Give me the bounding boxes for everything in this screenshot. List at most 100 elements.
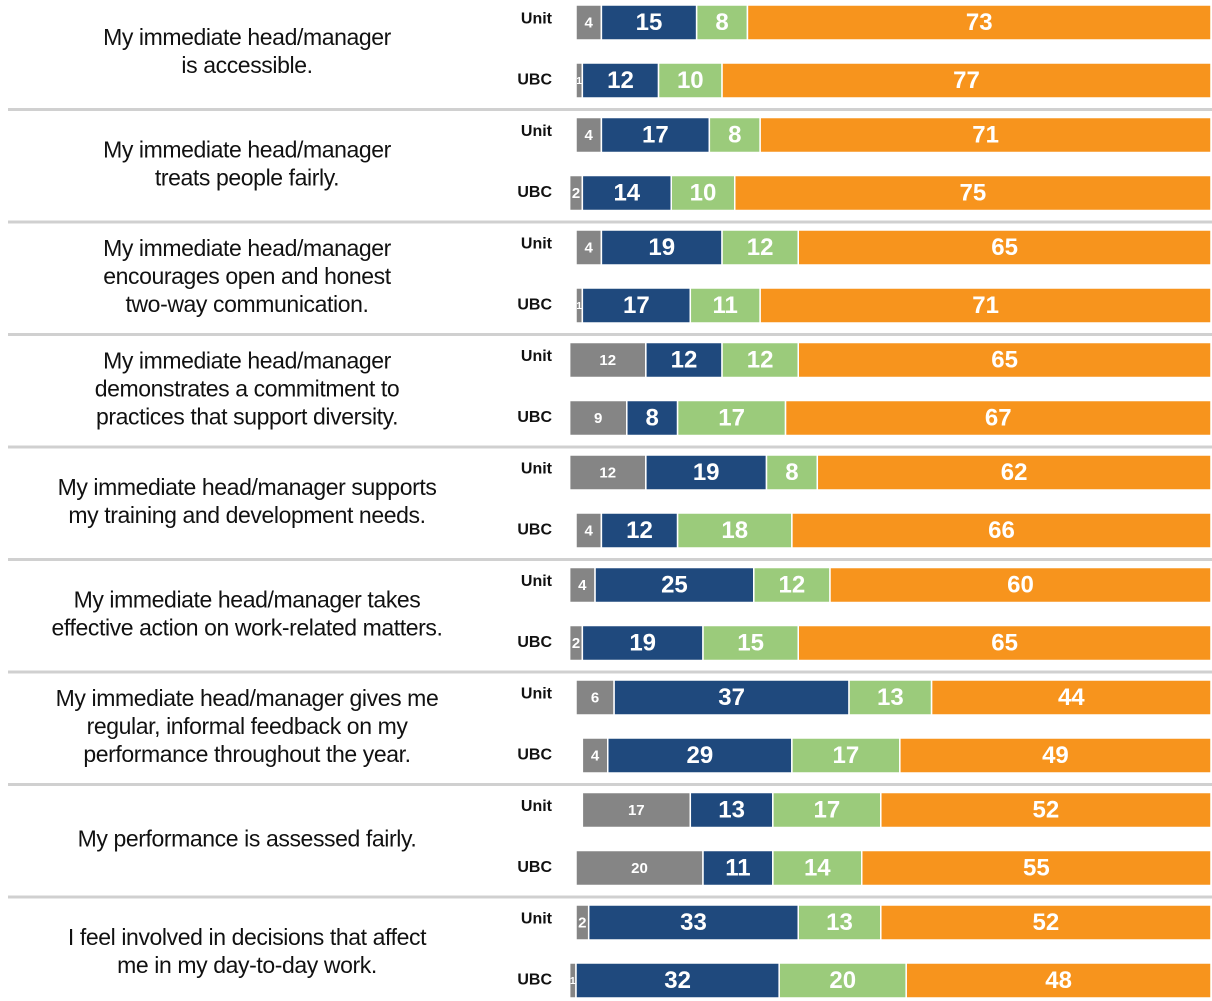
bar-segment xyxy=(880,904,1212,941)
segment-label: 44 xyxy=(1058,684,1085,711)
bar-segment xyxy=(816,454,1212,491)
question-text: My immediate head/manager supports xyxy=(58,474,437,500)
segment-label: 65 xyxy=(991,346,1018,373)
question-text: My immediate head/manager xyxy=(103,348,392,374)
bar-segment xyxy=(607,737,793,774)
segment-label: 12 xyxy=(599,464,616,481)
bar-segment xyxy=(702,624,799,662)
segment-label: 75 xyxy=(960,179,987,206)
question-text: my training and development needs. xyxy=(68,502,425,528)
segment-label: 1 xyxy=(576,301,582,312)
segment-label: 65 xyxy=(991,234,1018,261)
bar-segment xyxy=(581,737,609,774)
bar-segment xyxy=(784,399,1212,437)
bar-segment xyxy=(568,454,647,491)
segment-label: 19 xyxy=(629,629,656,656)
segment-label: 20 xyxy=(829,967,856,994)
question-text: is accessible. xyxy=(181,52,312,78)
segment-label: 14 xyxy=(613,179,640,206)
segment-label: 33 xyxy=(680,909,707,936)
bar-segment xyxy=(746,4,1212,41)
bar-segment xyxy=(930,679,1212,716)
segment-label: 12 xyxy=(607,67,634,94)
bar-segment xyxy=(645,341,723,379)
bar-segment xyxy=(708,116,761,154)
segment-label: 62 xyxy=(1001,459,1028,486)
bar-segment xyxy=(702,849,774,887)
segment-label: 4 xyxy=(585,127,594,144)
segment-label: 12 xyxy=(747,234,774,261)
bar-segment xyxy=(600,229,723,266)
segment-label: 13 xyxy=(718,796,745,823)
bar-segment xyxy=(759,287,1212,324)
bar-segment xyxy=(797,341,1212,379)
bar-segment xyxy=(568,341,647,379)
bar-segment xyxy=(575,512,603,549)
row-label: UBC xyxy=(517,747,552,764)
segment-label: 1 xyxy=(576,76,582,87)
question-text: My immediate head/manager xyxy=(103,137,392,163)
bar-segment xyxy=(899,737,1212,774)
segment-label: 19 xyxy=(648,234,675,261)
bar-segment xyxy=(575,849,704,887)
bar-segment xyxy=(689,287,761,324)
question-text: My immediate head/manager xyxy=(103,235,392,261)
segment-label: 10 xyxy=(677,67,704,94)
segment-label: 13 xyxy=(826,909,853,936)
row-label: UBC xyxy=(517,634,552,651)
segment-label: 8 xyxy=(715,9,728,36)
bar-segment xyxy=(848,679,933,716)
question-text: My immediate head/manager xyxy=(103,24,392,50)
bar-segment xyxy=(581,62,660,99)
segment-label: 17 xyxy=(628,802,645,819)
bar-segment xyxy=(587,904,800,941)
bar-segment xyxy=(626,399,679,437)
bar-segment xyxy=(880,791,1212,829)
row-label: Unit xyxy=(521,348,553,365)
bar-segment xyxy=(797,624,1212,662)
row-label: Unit xyxy=(521,236,553,253)
segment-label: 20 xyxy=(631,860,648,877)
segment-label: 4 xyxy=(578,577,587,594)
row-label: UBC xyxy=(517,409,552,426)
row-label: UBC xyxy=(517,72,552,89)
question-text: My immediate head/manager takes xyxy=(74,587,421,613)
bar-segment xyxy=(721,341,799,379)
bar-segment xyxy=(600,4,698,41)
segment-label: 65 xyxy=(991,629,1018,656)
bar-segment xyxy=(772,849,863,887)
bar-segment xyxy=(676,399,787,437)
bar-segment xyxy=(797,229,1212,266)
bar-segment xyxy=(575,679,615,716)
segment-label: 37 xyxy=(718,684,745,711)
segment-label: 48 xyxy=(1045,967,1072,994)
question-text: effective action on work-related matters… xyxy=(52,615,443,641)
segment-label: 17 xyxy=(833,742,860,769)
segment-label: 29 xyxy=(686,742,713,769)
row-label: Unit xyxy=(521,798,553,815)
segment-label: 60 xyxy=(1007,571,1034,598)
segment-label: 32 xyxy=(664,967,691,994)
segment-label: 18 xyxy=(721,517,748,544)
segment-label: 12 xyxy=(671,346,698,373)
segment-label: 19 xyxy=(693,459,720,486)
bar-segment xyxy=(759,116,1212,154)
bar-segment xyxy=(676,512,793,549)
row-label: UBC xyxy=(517,859,552,876)
question-text: treats people fairly. xyxy=(155,165,339,191)
segment-label: 17 xyxy=(718,404,745,431)
segment-label: 4 xyxy=(591,747,600,764)
segment-label: 67 xyxy=(985,404,1012,431)
segment-label: 15 xyxy=(636,9,663,36)
bar-segment xyxy=(581,174,672,212)
segment-label: 2 xyxy=(572,185,580,202)
bar-segment xyxy=(581,791,692,829)
bar-segment xyxy=(797,904,882,941)
segment-label: 13 xyxy=(877,684,904,711)
segment-label: 11 xyxy=(713,292,738,319)
segment-label: 8 xyxy=(785,459,798,486)
segment-label: 71 xyxy=(972,121,999,148)
row-label: Unit xyxy=(521,911,553,928)
segment-label: 6 xyxy=(591,689,599,706)
